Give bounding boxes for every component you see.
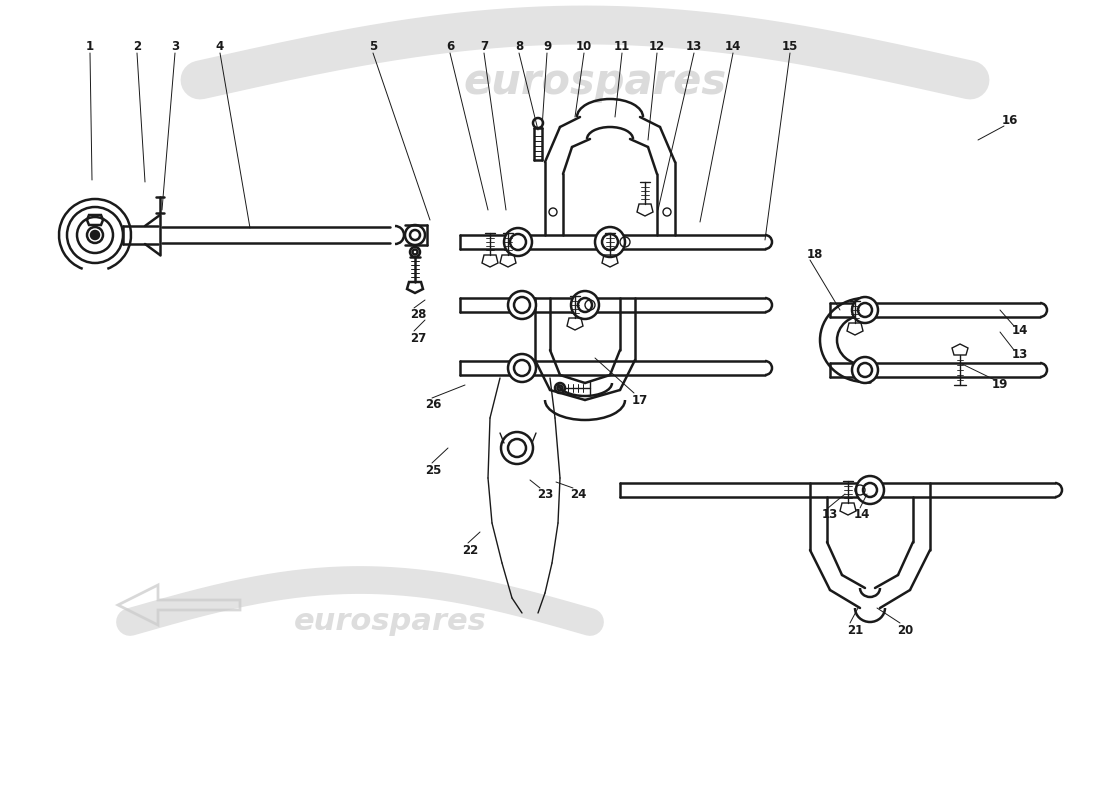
Text: 18: 18 bbox=[806, 249, 823, 262]
Circle shape bbox=[852, 357, 878, 383]
Text: 11: 11 bbox=[614, 41, 630, 54]
Text: 5: 5 bbox=[368, 41, 377, 54]
Text: 3: 3 bbox=[170, 41, 179, 54]
Text: 25: 25 bbox=[425, 463, 441, 477]
Text: eurospares: eurospares bbox=[294, 607, 486, 637]
Text: 13: 13 bbox=[822, 509, 838, 522]
Text: 13: 13 bbox=[686, 41, 702, 54]
Text: 16: 16 bbox=[1002, 114, 1019, 126]
Circle shape bbox=[571, 291, 600, 319]
Text: 17: 17 bbox=[631, 394, 648, 406]
Text: 14: 14 bbox=[725, 41, 741, 54]
Text: 7: 7 bbox=[480, 41, 488, 54]
Circle shape bbox=[91, 231, 99, 239]
Text: 14: 14 bbox=[1012, 323, 1028, 337]
Text: 19: 19 bbox=[992, 378, 1009, 391]
Circle shape bbox=[852, 297, 878, 323]
Text: 23: 23 bbox=[537, 489, 553, 502]
Text: 20: 20 bbox=[896, 623, 913, 637]
Text: 28: 28 bbox=[410, 309, 426, 322]
Text: 14: 14 bbox=[854, 509, 870, 522]
Text: 10: 10 bbox=[576, 41, 592, 54]
Circle shape bbox=[508, 291, 536, 319]
Text: 24: 24 bbox=[570, 489, 586, 502]
Circle shape bbox=[508, 354, 536, 382]
Text: 27: 27 bbox=[410, 331, 426, 345]
Text: 8: 8 bbox=[515, 41, 524, 54]
Circle shape bbox=[856, 476, 884, 504]
Circle shape bbox=[595, 227, 625, 257]
Text: eurospares: eurospares bbox=[463, 61, 727, 103]
Text: 1: 1 bbox=[86, 41, 95, 54]
Circle shape bbox=[500, 432, 534, 464]
Text: 21: 21 bbox=[847, 623, 864, 637]
Text: 4: 4 bbox=[216, 41, 224, 54]
Text: 12: 12 bbox=[649, 41, 666, 54]
Text: 2: 2 bbox=[133, 41, 141, 54]
Circle shape bbox=[504, 228, 532, 256]
Text: 22: 22 bbox=[462, 543, 478, 557]
Text: 9: 9 bbox=[543, 41, 551, 54]
Text: 6: 6 bbox=[446, 41, 454, 54]
Text: 15: 15 bbox=[782, 41, 799, 54]
Text: 13: 13 bbox=[1012, 349, 1028, 362]
Text: 26: 26 bbox=[425, 398, 441, 411]
